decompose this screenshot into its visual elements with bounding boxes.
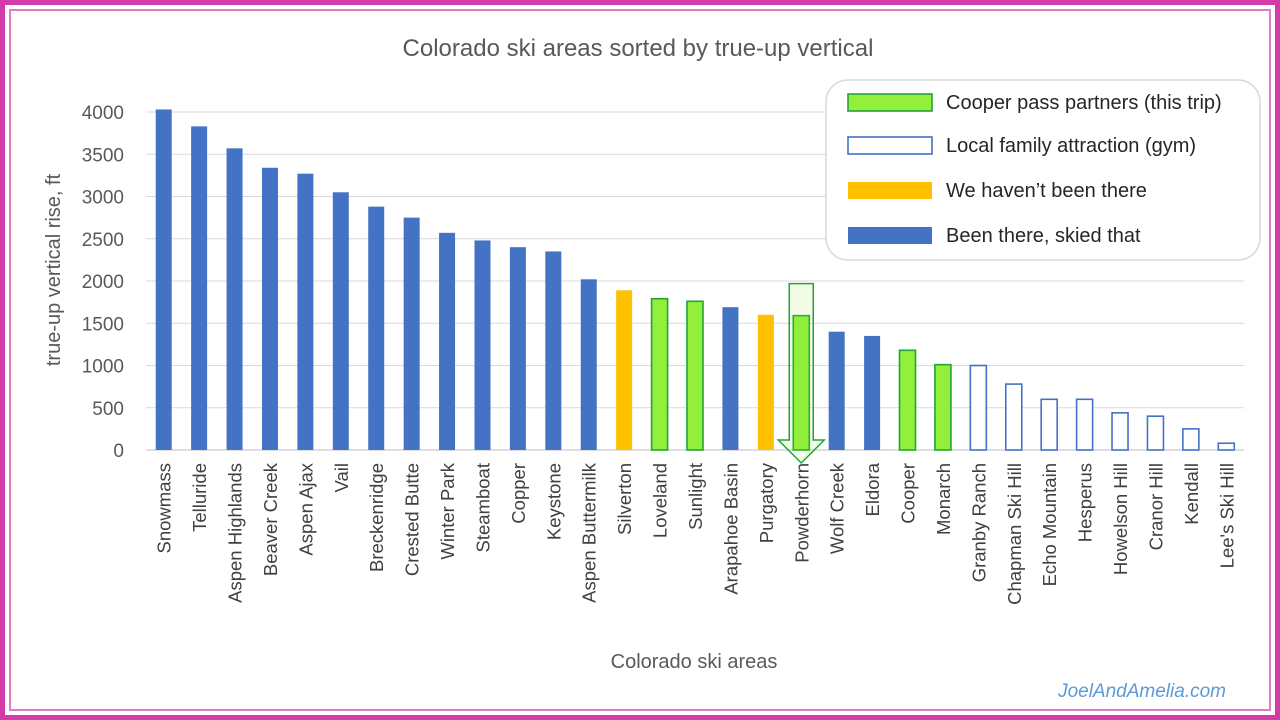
bar-monarch — [934, 363, 952, 451]
watermark: JoelAndAmelia.com — [1057, 681, 1226, 702]
category-label: Cranor Hill — [1145, 463, 1166, 550]
legend-swatch-been — [848, 227, 932, 244]
category-label: Silverton — [614, 463, 635, 535]
category-label: Steamboat — [472, 463, 493, 552]
category-label: Hesperus — [1075, 463, 1096, 542]
category-labels: Snowmass Telluride Aspen Highlands Beaver C… — [154, 462, 1238, 605]
inner-frame — [9, 9, 1271, 711]
legend-label-local: Local family attraction (gym) — [946, 135, 1196, 157]
bar-vail — [332, 192, 349, 450]
y-tick-label: 0 — [113, 441, 124, 462]
category-label: Copper — [508, 463, 529, 524]
bar-granby-ranch — [969, 364, 988, 451]
powderhorn-highlight-arrow — [776, 282, 827, 465]
bar-beaver-creek — [261, 167, 278, 450]
bar-telluride — [191, 126, 208, 451]
legend-box — [825, 79, 1261, 261]
bar-arapahoe-basin — [722, 307, 739, 450]
bar-kendall — [1182, 428, 1200, 451]
legend-label-cooper: Cooper pass partners (this trip) — [946, 92, 1222, 114]
y-tick-label: 2500 — [82, 230, 124, 251]
category-label: Aspen Ajax — [295, 462, 316, 555]
category-label: Wolf Creek — [827, 462, 848, 554]
y-tick-label: 3000 — [82, 188, 124, 209]
category-label: Snowmass — [154, 463, 175, 553]
category-label: Howelson Hill — [1110, 463, 1131, 575]
legend-swatch-local — [847, 136, 933, 155]
bar-silverton — [616, 290, 633, 450]
category-label: Loveland — [650, 463, 671, 538]
category-label: Granby Ranch — [968, 463, 989, 582]
y-tick-label: 2000 — [82, 272, 124, 293]
y-tick-label: 500 — [92, 399, 124, 420]
category-label: Keystone — [543, 463, 564, 540]
bar-steamboat — [474, 240, 491, 450]
bar-crested-butte — [403, 217, 420, 450]
bar-snowmass — [155, 109, 172, 450]
legend-label-been: Been there, skied that — [946, 225, 1141, 247]
category-label: Cooper — [898, 463, 919, 524]
category-label: Monarch — [933, 463, 954, 535]
bar-howelson-hill — [1111, 412, 1129, 451]
bars — [155, 109, 1236, 451]
legend-swatch-cooper — [847, 93, 933, 112]
bar-breckenridge — [368, 206, 385, 450]
y-tick-label: 4000 — [82, 103, 124, 124]
category-label: Breckenridge — [366, 463, 387, 572]
category-label: Vail — [331, 463, 352, 492]
legend: Cooper pass partners (this trip) Local fa… — [825, 79, 1261, 261]
bar-eldora — [864, 335, 881, 450]
category-label: Aspen Highlands — [225, 463, 246, 603]
bar-copper — [509, 247, 526, 450]
bar-loveland — [650, 297, 669, 451]
bar-sunlight — [686, 300, 704, 451]
category-label: Sunlight — [685, 463, 706, 530]
x-axis-label: Colorado ski areas — [611, 651, 778, 673]
legend-label-not: We haven’t been there — [946, 180, 1147, 202]
category-label: Lee's Ski Hill — [1216, 463, 1237, 568]
category-label: Telluride — [189, 463, 210, 532]
y-tick-label: 1000 — [82, 357, 124, 378]
category-label: Beaver Creek — [260, 462, 281, 576]
category-label: Aspen Buttermilk — [579, 462, 600, 603]
category-label: Echo Mountain — [1039, 463, 1060, 586]
bar-aspen-highlands — [226, 148, 243, 450]
bar-aspen-buttermilk — [580, 279, 597, 450]
category-label: Arapahoe Basin — [720, 463, 741, 595]
bar-purgatory — [757, 314, 774, 450]
bar-winter-park — [439, 232, 456, 450]
bar-wolf-creek — [828, 331, 845, 450]
bar-keystone — [545, 251, 562, 450]
bar-echo-mountain — [1040, 398, 1058, 451]
bar-cooper — [898, 349, 917, 451]
category-label: Chapman Ski Hill — [1004, 463, 1025, 605]
bar-hesperus — [1075, 398, 1094, 451]
y-tick-label: 3500 — [82, 145, 124, 166]
y-tick-labels: 0 500 1000 1500 2000 2500 3000 3500 4000 — [82, 103, 124, 462]
bar-powderhorn — [792, 314, 811, 451]
category-label: Powderhorn — [791, 463, 812, 563]
down-arrow-shape — [776, 282, 827, 465]
bar-aspen-ajax — [297, 173, 314, 450]
bar-lee-s-ski-hill — [1217, 442, 1236, 451]
y-axis-label: true-up vertical rise, ft — [43, 173, 65, 366]
chart-title: Colorado ski areas sorted by true-up ver… — [403, 35, 874, 62]
category-label: Eldora — [862, 462, 883, 516]
category-label: Crested Butte — [402, 463, 423, 576]
y-tick-label: 1500 — [82, 314, 124, 335]
category-label: Purgatory — [756, 462, 777, 543]
bar-cranor-hill — [1146, 415, 1165, 451]
legend-swatch-not — [848, 182, 932, 199]
category-label: Kendall — [1181, 463, 1202, 525]
bar-chapman-ski-hill — [1004, 383, 1023, 451]
category-label: Winter Park — [437, 462, 458, 559]
